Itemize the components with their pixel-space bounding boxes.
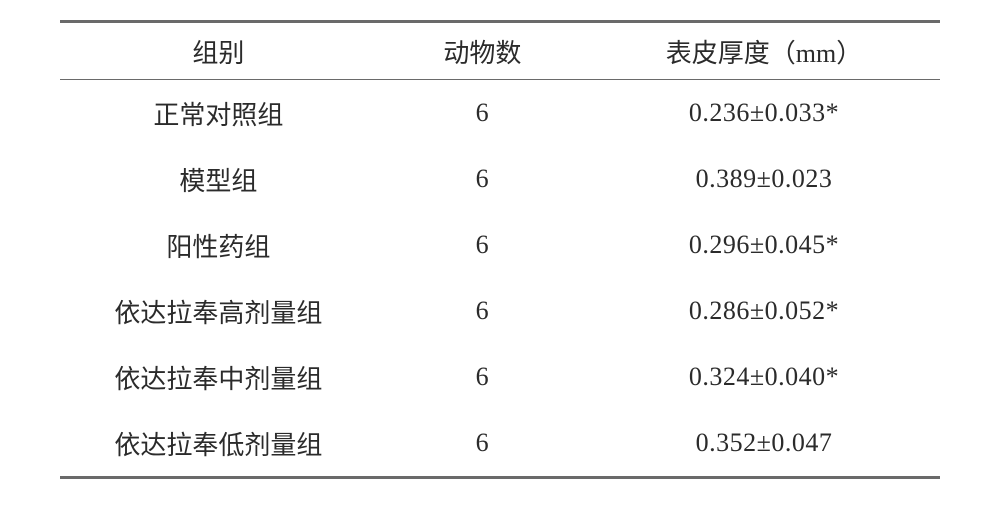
- cell-count: 6: [377, 212, 588, 278]
- cell-count: 6: [377, 146, 588, 212]
- cell-count: 6: [377, 344, 588, 410]
- table-row: 正常对照组 6 0.236±0.033*: [60, 80, 940, 147]
- table-container: 组别 动物数 表皮厚度（mm） 正常对照组 6 0.236±0.033* 模型组…: [0, 0, 1000, 510]
- table-row: 依达拉奉低剂量组 6 0.352±0.047: [60, 410, 940, 478]
- cell-group: 模型组: [60, 146, 377, 212]
- table-row: 阳性药组 6 0.296±0.045*: [60, 212, 940, 278]
- col-header-count: 动物数: [377, 22, 588, 80]
- cell-thick: 0.389±0.023: [588, 146, 940, 212]
- cell-group: 正常对照组: [60, 80, 377, 147]
- cell-thick: 0.352±0.047: [588, 410, 940, 478]
- cell-count: 6: [377, 80, 588, 147]
- table-row: 依达拉奉高剂量组 6 0.286±0.052*: [60, 278, 940, 344]
- table-row: 依达拉奉中剂量组 6 0.324±0.040*: [60, 344, 940, 410]
- cell-thick: 0.236±0.033*: [588, 80, 940, 147]
- cell-group: 依达拉奉高剂量组: [60, 278, 377, 344]
- cell-thick: 0.286±0.052*: [588, 278, 940, 344]
- table-row: 模型组 6 0.389±0.023: [60, 146, 940, 212]
- cell-group: 依达拉奉中剂量组: [60, 344, 377, 410]
- cell-count: 6: [377, 278, 588, 344]
- cell-count: 6: [377, 410, 588, 478]
- col-header-thick: 表皮厚度（mm）: [588, 22, 940, 80]
- cell-thick: 0.324±0.040*: [588, 344, 940, 410]
- col-header-group: 组别: [60, 22, 377, 80]
- cell-group: 依达拉奉低剂量组: [60, 410, 377, 478]
- data-table: 组别 动物数 表皮厚度（mm） 正常对照组 6 0.236±0.033* 模型组…: [60, 20, 940, 479]
- cell-group: 阳性药组: [60, 212, 377, 278]
- table-header-row: 组别 动物数 表皮厚度（mm）: [60, 22, 940, 80]
- cell-thick: 0.296±0.045*: [588, 212, 940, 278]
